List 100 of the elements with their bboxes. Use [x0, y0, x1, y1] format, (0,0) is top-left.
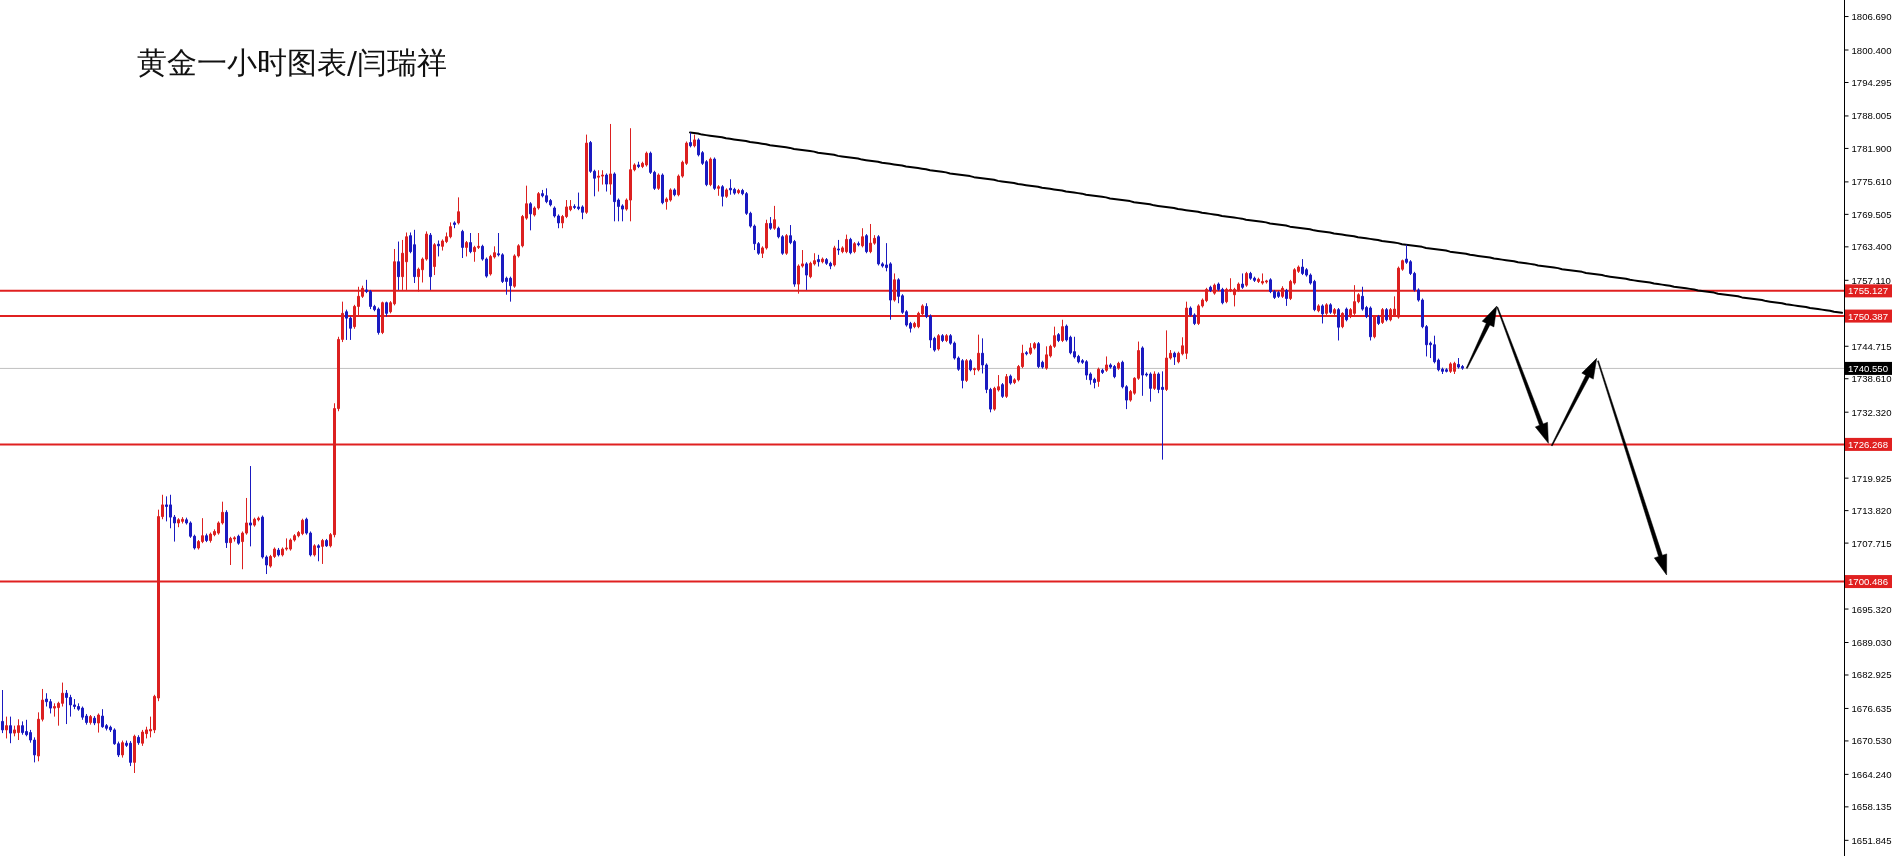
ref-line-label: 1755.127 [1848, 285, 1889, 297]
candlestick [137, 734, 140, 746]
candlestick [821, 256, 824, 264]
candlestick [205, 533, 208, 543]
candlestick [461, 229, 464, 259]
candlestick [769, 216, 772, 231]
candlestick [1249, 271, 1252, 281]
candlestick [253, 517, 256, 528]
candlestick [1277, 290, 1280, 299]
candlestick [1061, 319, 1064, 343]
candlestick [181, 516, 184, 524]
y-tick-label: 1732.320 [1851, 406, 1892, 418]
y-tick-label: 1800.400 [1851, 44, 1892, 56]
candlestick [397, 241, 400, 291]
candlestick [21, 720, 24, 736]
candlestick [1, 689, 4, 734]
candlestick [121, 740, 124, 759]
candlestick [1369, 305, 1372, 341]
candlestick [1449, 361, 1452, 374]
candlestick [321, 538, 324, 565]
candlestick [805, 261, 808, 291]
candlestick [529, 201, 532, 231]
candlestick [325, 538, 328, 548]
candlestick [629, 127, 632, 222]
candlestick [833, 245, 836, 268]
candlestick [969, 358, 972, 372]
candlestick [1161, 370, 1164, 461]
candlestick [945, 333, 948, 343]
y-tick-label: 1651.845 [1851, 834, 1892, 846]
candlestick [1009, 374, 1012, 386]
candlestick [1149, 371, 1152, 403]
candlestick [1073, 336, 1076, 360]
candlestick [597, 169, 600, 193]
y-tick-label: 1738.610 [1851, 373, 1892, 385]
candlestick [613, 171, 616, 222]
candlestick [817, 254, 820, 268]
candlestick [1329, 302, 1332, 315]
candlestick [89, 714, 92, 726]
candlestick [1001, 382, 1004, 399]
candlestick [1317, 303, 1320, 313]
candlestick [721, 184, 724, 207]
y-tick-label: 1744.715 [1851, 340, 1892, 352]
candlestick [1209, 285, 1212, 293]
candlestick [457, 196, 460, 226]
ref-line-label: 1740.550 [1848, 362, 1889, 374]
candlestick [829, 261, 832, 270]
candlestick [657, 172, 660, 191]
candlestick [717, 184, 720, 197]
candlestick [1285, 288, 1288, 307]
candlestick [345, 309, 348, 341]
candlestick [285, 537, 288, 552]
candlestick [725, 187, 728, 199]
candlestick [101, 708, 104, 729]
y-tick-label: 1707.715 [1851, 537, 1892, 549]
candlestick [413, 229, 416, 284]
ref-line-label: 1726.268 [1848, 438, 1889, 450]
candlestick [1153, 370, 1156, 391]
candlestick [437, 239, 440, 257]
candlestick [689, 131, 692, 148]
candlestick [81, 706, 84, 721]
candlestick [693, 134, 696, 148]
candlestick [1085, 359, 1088, 381]
candlestick [1445, 367, 1448, 373]
y-tick-label: 1713.820 [1851, 505, 1892, 517]
candlestick [545, 187, 548, 204]
candlestick [97, 712, 100, 734]
candlestick [133, 734, 136, 774]
candlestick [861, 227, 864, 248]
candlestick [645, 151, 648, 168]
candlestick [1253, 276, 1256, 283]
candlestick [737, 188, 740, 195]
y-tick-label: 1806.690 [1851, 11, 1892, 23]
candlestick [1241, 272, 1244, 290]
candlestick [1117, 361, 1120, 371]
candlestick [129, 740, 132, 767]
candlestick [1025, 350, 1028, 356]
candlestick [1337, 307, 1340, 341]
candlestick [1105, 355, 1108, 373]
candlestick [773, 205, 776, 231]
candlestick [377, 307, 380, 336]
candlestick [465, 240, 468, 257]
y-tick-label: 1763.400 [1851, 241, 1892, 253]
candlestick [1033, 341, 1036, 351]
candlestick [837, 239, 840, 256]
candlestick [449, 221, 452, 239]
text: 黄金一小时图表/闫瑞祥 [137, 46, 447, 80]
candlestick [729, 178, 732, 196]
candlestick [1113, 364, 1116, 379]
candlestick [433, 242, 436, 276]
y-tick-label: 1781.900 [1851, 142, 1892, 154]
candlestick [65, 689, 68, 725]
candlestick [1257, 277, 1260, 284]
y-tick-label: 1670.530 [1851, 735, 1892, 747]
candlestick [845, 234, 848, 254]
candlestick [1057, 332, 1060, 343]
y-tick-label: 1794.295 [1851, 76, 1892, 88]
candlestick [177, 517, 180, 528]
candlestick [1029, 342, 1032, 356]
candlestick [977, 334, 980, 372]
candlestick [141, 729, 144, 747]
